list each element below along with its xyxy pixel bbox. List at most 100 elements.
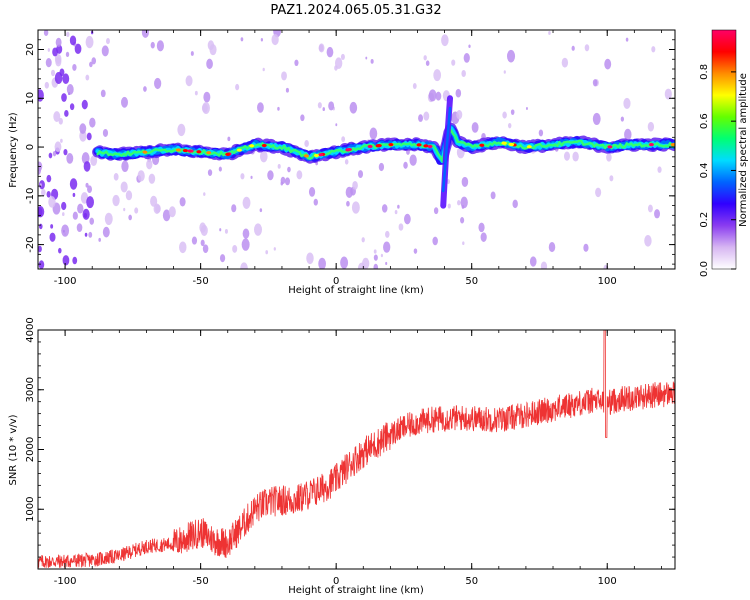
y-tick-label: -10 (25, 188, 36, 204)
spectrogram-hotspot (416, 143, 422, 147)
spectrogram-noise-blob (540, 261, 548, 269)
spectrogram-noise-blob (413, 248, 418, 254)
spectrogram-noise-blob (55, 57, 62, 67)
spectrogram-hotspot (427, 144, 433, 149)
spectrogram-noise-blob (561, 57, 569, 68)
x-tick-label: 100 (598, 576, 617, 587)
spectrogram-noise-blob (54, 141, 62, 153)
x-tick-label: 100 (598, 276, 617, 287)
spectrogram-noise-blob (277, 163, 281, 169)
spectrogram-noise-blob (334, 57, 343, 69)
spectrogram-noise-blob (296, 170, 303, 180)
colorbar-tick-label: 0.4 (699, 162, 710, 178)
spectrogram-noise-blob (125, 190, 133, 201)
spectrogram-noise-blob (306, 252, 314, 265)
spectrogram-hotspot (648, 143, 654, 147)
spectrogram-noise-blob (43, 30, 49, 37)
spectrogram-noise-blob (62, 255, 70, 266)
spectrogram-hotspot (175, 148, 181, 152)
spectrogram-noise-blob (155, 204, 161, 214)
spectrogram-noise-blob (58, 247, 62, 254)
x-tick-label: -100 (54, 576, 77, 587)
spectrogram-noise-blob (647, 121, 655, 132)
spectrogram-noise-blob (202, 244, 209, 253)
spectrogram-noise-blob (61, 93, 67, 102)
spectrogram-noise-blob (81, 99, 88, 110)
spectrogram-noise-blob (361, 237, 365, 243)
spectrogram-noise-blob (455, 88, 462, 98)
spectrogram-noise-blob (461, 176, 469, 187)
spectrogram-noise-blob (89, 61, 93, 68)
spectrogram-noise-blob (69, 35, 77, 46)
spectrogram-noise-blob (647, 204, 653, 213)
spectrogram-noise-blob (271, 33, 279, 46)
spectrogram-noise-blob (45, 58, 52, 68)
spectrogram-noise-blob (433, 69, 442, 82)
spectrogram-noise-blob (397, 204, 400, 209)
spectrogram-noise-blob (308, 187, 316, 197)
spectrogram-noise-blob (529, 256, 537, 267)
spectrogram-noise-blob (403, 213, 411, 225)
spectrogram-noise-blob (461, 69, 466, 78)
spectrogram-hotspot (509, 142, 515, 147)
spectrogram-hotspot (367, 144, 373, 149)
spectrogram-noise-blob (352, 180, 358, 190)
spectrogram-noise-blob (287, 166, 291, 173)
spectrogram-noise-blob (156, 40, 164, 52)
spectrogram-noise-blob (346, 200, 350, 207)
spectrogram-noise-blob (52, 151, 57, 157)
spectrogram-noise-blob (121, 96, 128, 108)
spectrogram-hotspot (346, 147, 352, 152)
spectrogram-hotspot (206, 151, 212, 155)
spectrogram-noise-blob (72, 256, 78, 265)
spectrogram-noise-blob (194, 90, 198, 96)
spectrogram-hotspot (314, 153, 320, 158)
spectrogram-noise-blob (447, 203, 451, 209)
spectrogram-noise-blob (478, 222, 485, 233)
colorbar-ticks: 0.0 0.2 0.4 0.6 0.8 (699, 64, 736, 277)
spectrogram-noise-blob (60, 138, 63, 143)
spectrogram-noise-blob (61, 224, 70, 237)
spectrogram-noise-blob (394, 209, 398, 215)
spectrogram-noise-blob (46, 191, 51, 198)
spectrogram-noise-blob (277, 106, 280, 111)
spectrogram-noise-blob (72, 192, 76, 198)
figure-title: PAZ1.2024.065.05.31.G32 (270, 3, 441, 18)
spectrogram-noise-blob (38, 260, 45, 269)
spectrogram-noise-blob (112, 194, 120, 207)
spectrogram-noise-blob (357, 170, 364, 178)
colorbar-tick-label: 0.8 (699, 64, 710, 80)
spectrogram-noise-blob (39, 223, 43, 230)
spectrogram-noise-blob (235, 83, 240, 91)
spectrogram-noise-blob (66, 31, 70, 37)
spectrogram-noise-blob (162, 209, 171, 222)
spectrogram-noise-blob (351, 201, 360, 214)
x-tick-label: 0 (333, 276, 339, 287)
spectrogram-noise-blob (207, 169, 213, 176)
spectrogram-noise-blob (143, 86, 147, 92)
spectrogram-noise-blob (468, 44, 471, 49)
spectrogram-hotspot (303, 154, 309, 158)
spectrogram-noise-blob (460, 196, 468, 209)
spectrogram-hotspot (236, 148, 242, 152)
spectrogram-noise-blob (85, 35, 94, 49)
spectrogram-noise-blob (102, 226, 110, 238)
spectrogram-noise-blob (89, 217, 95, 225)
spectrogram-noise-blob (48, 196, 56, 208)
spectrogram-noise-blob (265, 250, 269, 255)
spectrogram-noise-blob (385, 261, 388, 266)
spectrogram-noise-blob (317, 102, 322, 109)
spectrogram-noise-blob (548, 242, 556, 253)
spectrogram-noise-blob (664, 88, 672, 100)
spectrogram-hotspot (501, 141, 507, 145)
spectrogram-frame (37, 29, 676, 270)
spectrogram-noise-blob (179, 241, 187, 254)
spectrogram-noise-blob (231, 204, 237, 213)
spectrogram-noise-blob (98, 237, 101, 242)
spectrogram-noise-blob (572, 151, 579, 162)
spectrogram-noise-blob (373, 263, 379, 269)
spectrogram-noise-blob (583, 243, 589, 252)
spectrogram-noise-blob (86, 196, 94, 209)
x-tick-label: -100 (54, 276, 77, 287)
spectrogram-noise-blob (423, 55, 427, 61)
